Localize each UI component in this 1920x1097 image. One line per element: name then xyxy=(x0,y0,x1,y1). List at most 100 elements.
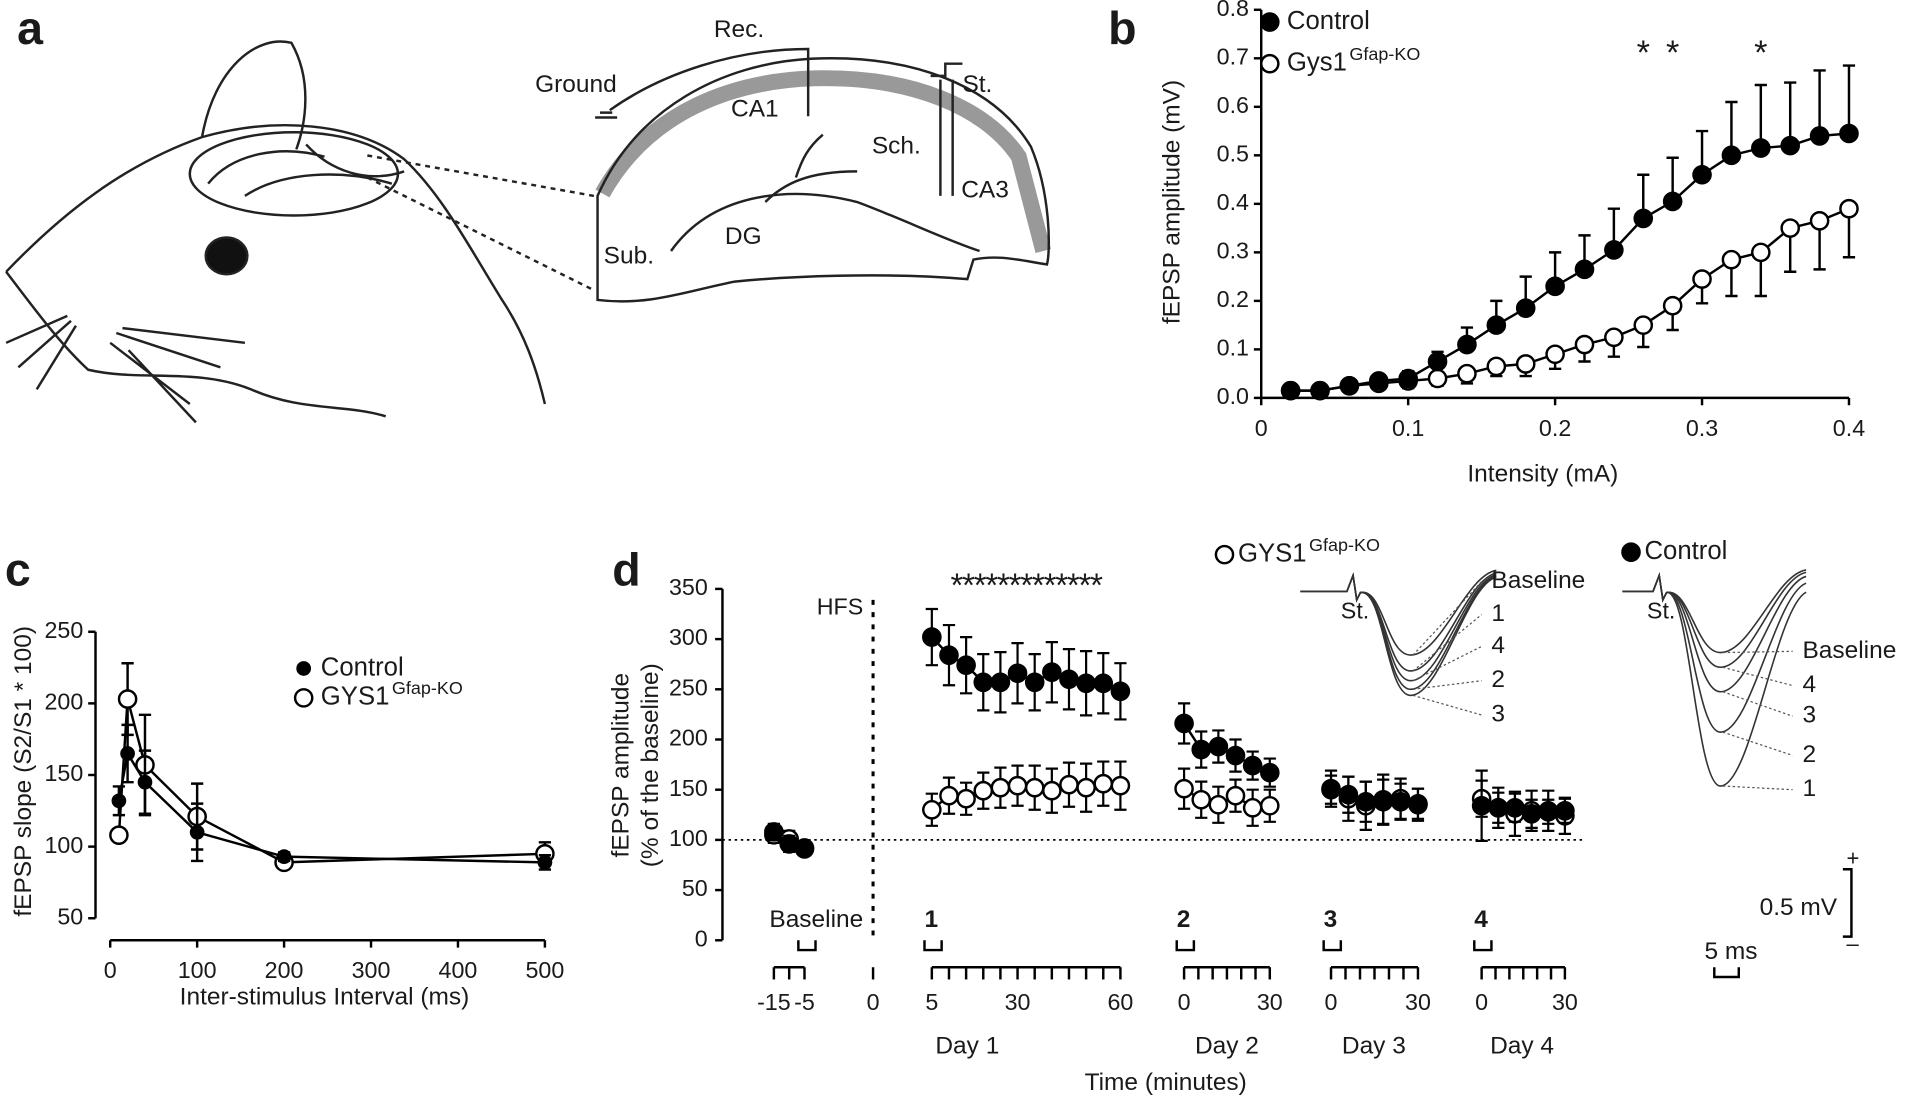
y-tick-label: 0.8 xyxy=(1217,0,1249,21)
x-tick-label: 0.2 xyxy=(1539,415,1571,441)
x-tick-label: 300 xyxy=(352,957,391,983)
day-label: Day 1 xyxy=(935,1032,999,1059)
x-tick-label: -15 xyxy=(757,989,791,1015)
x-tick-label: 0.1 xyxy=(1392,415,1424,441)
scale-plus: + xyxy=(1847,845,1860,870)
data-point xyxy=(922,627,942,647)
y-tick-label: 150 xyxy=(44,760,83,786)
legend-marker xyxy=(293,688,314,708)
x-axis-label: Intensity (mA) xyxy=(1467,461,1618,488)
y-tick-label: 0.4 xyxy=(1217,189,1249,215)
legend-label-superscript: Gfap-KO xyxy=(1349,44,1420,64)
data-point xyxy=(1191,739,1212,760)
data-point xyxy=(1721,145,1742,166)
data-point xyxy=(1042,780,1062,801)
day-label: Day 2 xyxy=(1195,1032,1259,1059)
data-point xyxy=(1471,795,1492,816)
trace-leader xyxy=(1412,645,1482,682)
legend-label: Control xyxy=(1644,537,1727,565)
data-point xyxy=(1515,298,1536,318)
period-bracket xyxy=(1473,940,1493,952)
data-point xyxy=(1059,774,1079,795)
slice-drawing xyxy=(595,47,1051,303)
scale-y-label: 0.5 mV xyxy=(1760,894,1838,921)
data-point xyxy=(1538,801,1559,822)
x-tick-label: 200 xyxy=(265,957,304,983)
x-tick-label: 30 xyxy=(1257,989,1283,1015)
data-point xyxy=(109,825,129,845)
data-point xyxy=(1208,736,1229,757)
data-point xyxy=(1280,380,1301,401)
data-point xyxy=(1339,375,1360,396)
error-bar xyxy=(1784,81,1797,146)
y-tick-label: 0.5 xyxy=(1217,140,1249,166)
period-label: Baseline xyxy=(769,906,863,933)
scale-minus: – xyxy=(1847,931,1860,956)
y-tick-label: 50 xyxy=(682,875,708,901)
trace-label: Baseline xyxy=(1491,567,1585,594)
data-point xyxy=(1633,315,1654,335)
legend-label: Control xyxy=(1287,7,1370,35)
data-point xyxy=(1515,354,1536,374)
y-tick-label: 200 xyxy=(44,689,83,715)
data-point xyxy=(1505,797,1525,818)
error-bar xyxy=(1813,69,1826,136)
data-point xyxy=(1007,663,1028,684)
data-point xyxy=(1486,315,1507,335)
data-point xyxy=(1545,276,1565,297)
x-tick-label: 30 xyxy=(1552,989,1578,1015)
data-point xyxy=(276,849,292,864)
y-tick-label: 150 xyxy=(669,775,708,801)
data-point xyxy=(1633,208,1654,229)
data-point xyxy=(1457,334,1477,355)
data-point xyxy=(1007,775,1028,796)
x-tick-label: 0.4 xyxy=(1833,415,1865,441)
data-point xyxy=(1574,334,1595,355)
data-point xyxy=(1839,123,1859,144)
data-point xyxy=(1093,673,1114,694)
data-point xyxy=(764,822,784,842)
legend-label: Control xyxy=(321,653,404,681)
diagram-label: Sch. xyxy=(872,132,921,159)
data-point xyxy=(990,672,1011,693)
data-point xyxy=(1427,351,1448,372)
trace-leader xyxy=(1412,680,1482,690)
trace-leader xyxy=(1722,785,1793,791)
significance-mark: * xyxy=(1637,34,1650,72)
period-label: 3 xyxy=(1324,906,1338,933)
series-line xyxy=(1290,207,1850,392)
data-point xyxy=(1809,211,1830,231)
trace xyxy=(1622,572,1807,787)
x-tick-label: 100 xyxy=(178,957,217,983)
data-point xyxy=(1059,669,1079,690)
data-point xyxy=(973,672,994,693)
data-point xyxy=(120,746,135,761)
data-point xyxy=(1662,295,1683,316)
data-point xyxy=(1225,745,1246,766)
diagram-label: CA3 xyxy=(961,176,1009,203)
period-bracket xyxy=(1175,940,1196,952)
data-point xyxy=(973,780,994,801)
x-tick-label: 30 xyxy=(1405,989,1431,1015)
data-point xyxy=(956,788,976,809)
y-tick-label: 0.0 xyxy=(1217,383,1249,409)
data-point xyxy=(1110,681,1131,702)
data-point xyxy=(1545,344,1565,365)
data-point xyxy=(1373,789,1393,810)
x-tick-label: 0 xyxy=(104,957,117,983)
data-point xyxy=(1780,135,1800,156)
data-point xyxy=(1356,791,1376,812)
x-tick-label: 0 xyxy=(1475,989,1488,1015)
legend-marker xyxy=(296,661,312,676)
data-point xyxy=(794,838,815,858)
error-bar xyxy=(1754,83,1767,149)
trace-leader xyxy=(1412,614,1483,672)
stimulus-label: St. xyxy=(1647,597,1675,623)
y-tick-label: 250 xyxy=(44,617,83,643)
data-point xyxy=(1604,327,1624,348)
day-label: Day 3 xyxy=(1342,1032,1406,1059)
data-point xyxy=(537,855,553,870)
y-tick-label: 200 xyxy=(669,725,708,751)
data-point xyxy=(1076,673,1096,694)
trace-label: 2 xyxy=(1802,741,1816,768)
